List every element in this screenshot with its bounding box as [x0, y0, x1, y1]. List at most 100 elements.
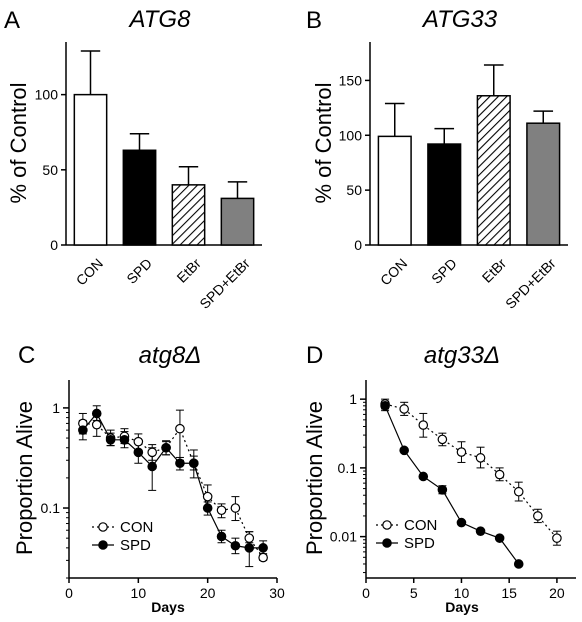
panel-d-spd-series-point [475, 526, 486, 536]
panel-c-spd-series-point [147, 461, 157, 472]
panel-c-con-series-point [258, 552, 268, 563]
panel-b-category-label: EtBr [479, 255, 510, 286]
panel-c-spd-series-point [91, 408, 102, 419]
panel-c-spd-series-point [244, 543, 255, 553]
panel-d-con-series-line [384, 403, 558, 539]
panel-d-con-series-point [552, 533, 562, 543]
panel-b-category-label: SPD [428, 255, 460, 287]
panel-d-spd-series-point [437, 484, 448, 495]
panel-d-spd-series-point [494, 533, 505, 543]
panel-c-y-tick-label: 0.1 [41, 500, 61, 516]
panel-a-y-axis-label: % of Control [6, 82, 31, 203]
panel-b-category-label: SPD+EtBr [502, 255, 559, 312]
panel-d-con-series-point [418, 420, 429, 430]
panel-b-title: ATG33 [421, 6, 498, 33]
panel-c-con-series-point [175, 423, 185, 434]
panel-d-y-tick-label: 0.01 [330, 529, 357, 545]
panel-a-title: ATG8 [128, 6, 192, 33]
panel-c-y-axis-label: Proportion Alive [12, 401, 37, 555]
panel-d-con-series-point [513, 486, 524, 497]
panel-d-y-tick-label: 0.1 [338, 460, 358, 476]
panel-d-spd-series-point [399, 445, 409, 456]
panel-d-con-series-point [437, 434, 448, 445]
panel-d-con-series-point [533, 511, 543, 521]
panel-b-letter: B [306, 7, 322, 34]
panel-b-bar [476, 95, 511, 246]
panel-d-legend-marker [382, 538, 392, 548]
panel-b-bar [526, 122, 561, 246]
panel-c-spd-series-point [78, 425, 88, 435]
panel-b-y-tick-label: 150 [339, 72, 363, 88]
panel-c-spd-series-point [216, 531, 227, 542]
panel-d-spd-series-point [456, 517, 467, 528]
panel-d-spd-series-point [418, 471, 429, 482]
panel-a: A ATG8 % of Control 0 50 100 CON SPD EtBrSPD+… [4, 6, 262, 312]
panel-a-letter: A [4, 7, 20, 34]
panel-c-x-tick-label: 10 [131, 585, 147, 601]
panel-c-spd-series-point [258, 543, 268, 553]
panel-c-con-series-point [230, 503, 241, 513]
panel-b-y-axis-label: % of Control [311, 82, 336, 203]
panel-c-spd-series-point [105, 435, 116, 445]
panel-c-con-series-point [216, 505, 227, 516]
panel-c-spd-series-point [230, 540, 241, 551]
panel-a-y-tick-label: 100 [35, 87, 59, 103]
panel-a-category-label: EtBr [173, 255, 204, 286]
panel-d-con-series-point [475, 453, 486, 463]
panel-c-spd-series-point [202, 503, 213, 513]
panel-d-x-tick-label: 5 [410, 585, 418, 601]
panel-c-x-tick-label: 0 [65, 585, 73, 601]
panel-c-legend-marker [98, 540, 108, 550]
panel-d-x-tick-label: 20 [549, 585, 565, 601]
panel-c-legend-marker [98, 522, 108, 532]
panel-a-category-label: CON [73, 255, 106, 288]
panel-d-x-axis-label: Days [445, 599, 479, 615]
panel-c-letter: C [18, 342, 35, 369]
panel-c-x-tick-label: 20 [200, 585, 216, 601]
panel-c-legend-label: CON [120, 519, 153, 536]
panel-d-title: atg33Δ [424, 342, 500, 369]
panel-c-spd-series-point [119, 435, 130, 445]
panel-b-category-label: CON [377, 255, 410, 288]
panel-c-con-series-point [147, 447, 157, 458]
panel-d-legend-marker [382, 520, 392, 530]
panel-d-letter: D [306, 342, 323, 369]
panel-d-y-axis-label: Proportion Alive [302, 401, 327, 555]
panel-c-legend-label: SPD [120, 537, 151, 554]
panel-c: C atg8Δ Proportion Alive Days 0.110 10 20 3… [12, 342, 285, 615]
panel-d-spd-series-point [380, 401, 390, 411]
panel-c-spd-series-point [189, 458, 199, 469]
panel-d-x-tick-label: 0 [362, 585, 370, 601]
panel-c-spd-series-point [133, 447, 144, 458]
panel-a-category-label: SPD [123, 255, 155, 287]
panel-d-con-series-point [456, 447, 467, 457]
panel-b-y-tick-label: 0 [354, 237, 362, 253]
panel-a-bar [73, 93, 108, 246]
panel-b-y-tick-label: 100 [339, 127, 363, 143]
panel-b-y-tick-label: 50 [346, 182, 362, 198]
panel-d-x-tick-label: 15 [501, 585, 517, 601]
panel-a-y-tick-label: 0 [50, 237, 58, 253]
panel-c-x-tick-label: 30 [269, 585, 285, 601]
panel-c-con-series-point [133, 436, 144, 447]
panel-b-bar [427, 143, 462, 246]
panel-d-legend-label: CON [404, 517, 437, 534]
panel-d-y-tick-label: 1 [349, 391, 357, 407]
panel-c-spd-series-point [175, 458, 185, 469]
panel-c-con-series-point [91, 419, 102, 430]
panel-a-bar [171, 184, 206, 246]
panel-d-con-series-point [494, 469, 505, 480]
panel-c-spd-series-point [161, 442, 171, 453]
panel-b-bar [377, 135, 412, 246]
panel-d: D atg33Δ Proportion Alive Days 0.01 0.1 1 0… [302, 342, 576, 615]
panel-d-legend-label: SPD [404, 535, 435, 552]
panel-a-category-label: SPD+EtBr [196, 255, 253, 312]
panel-d-spd-series-point [513, 559, 524, 569]
panel-a-y-tick-label: 50 [42, 162, 58, 178]
panel-a-bar [122, 149, 157, 246]
